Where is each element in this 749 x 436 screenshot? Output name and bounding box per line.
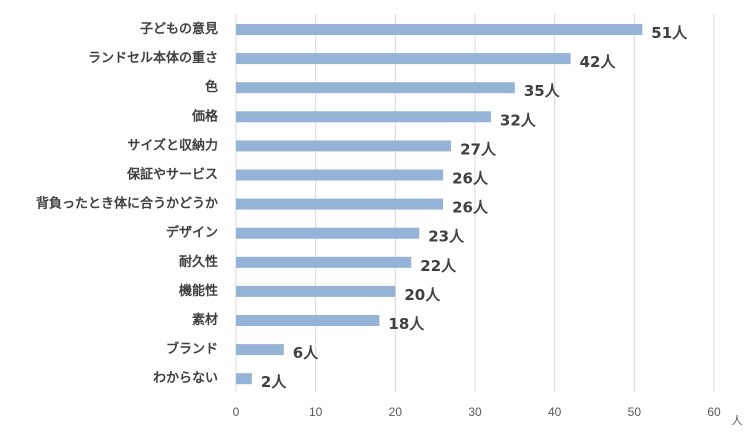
bar [236, 198, 444, 210]
bar [236, 24, 643, 35]
bar [236, 169, 444, 181]
data-label: 23人 [428, 228, 465, 246]
bar [236, 344, 284, 356]
data-label: 26人 [452, 170, 489, 188]
data-label: 20人 [404, 286, 441, 304]
data-label: 42人 [580, 53, 617, 71]
category-label: デザイン [166, 225, 218, 241]
x-tick-label: 10 [309, 405, 323, 419]
category-label: ブランド [166, 341, 218, 357]
category-label: 素材 [192, 312, 218, 328]
bar [236, 315, 380, 326]
x-tick-label: 40 [548, 405, 562, 419]
category-label: 背負ったとき体に合うかどうか [36, 196, 218, 212]
data-label: 35人 [524, 82, 561, 100]
bar [236, 82, 515, 94]
category-label: サイズと収納力 [127, 137, 218, 153]
bar [236, 227, 420, 239]
data-label: 26人 [452, 199, 489, 217]
bar [236, 53, 571, 65]
data-label: 27人 [460, 140, 497, 158]
data-label: 51人 [651, 24, 688, 42]
x-tick-label: 30 [468, 405, 482, 419]
bar [236, 140, 452, 152]
data-label: 2人 [261, 373, 287, 391]
x-tick-label: 50 [628, 405, 642, 419]
category-label: 機能性 [179, 283, 218, 299]
data-label: 32人 [500, 111, 537, 129]
bar [236, 256, 412, 268]
category-label: 価格 [191, 108, 219, 124]
x-axis-ticks: 0 10 20 30 40 50 60 [233, 405, 721, 419]
x-tick-label: 0 [233, 405, 240, 419]
category-label: 子どもの意見 [140, 21, 218, 37]
category-label: わからない [153, 371, 218, 386]
bar [236, 285, 396, 297]
data-label: 6人 [293, 344, 319, 362]
bar [236, 111, 491, 123]
category-labels: 子どもの意見ランドセル本体の重さ色価格サイズと収納力保証やサービス背負ったとき体… [36, 21, 219, 386]
data-label: 22人 [420, 257, 457, 275]
category-label: 耐久性 [179, 254, 218, 270]
category-label: 色 [205, 79, 218, 95]
x-tick-label: 20 [389, 405, 403, 419]
bars [236, 24, 643, 385]
category-label: 保証やサービス [126, 167, 218, 183]
x-axis-unit-label: 人 [732, 414, 743, 427]
x-tick-label: 60 [707, 405, 721, 419]
bar [236, 373, 252, 385]
data-label: 18人 [388, 315, 425, 333]
category-label: ランドセル本体の重さ [88, 50, 218, 66]
